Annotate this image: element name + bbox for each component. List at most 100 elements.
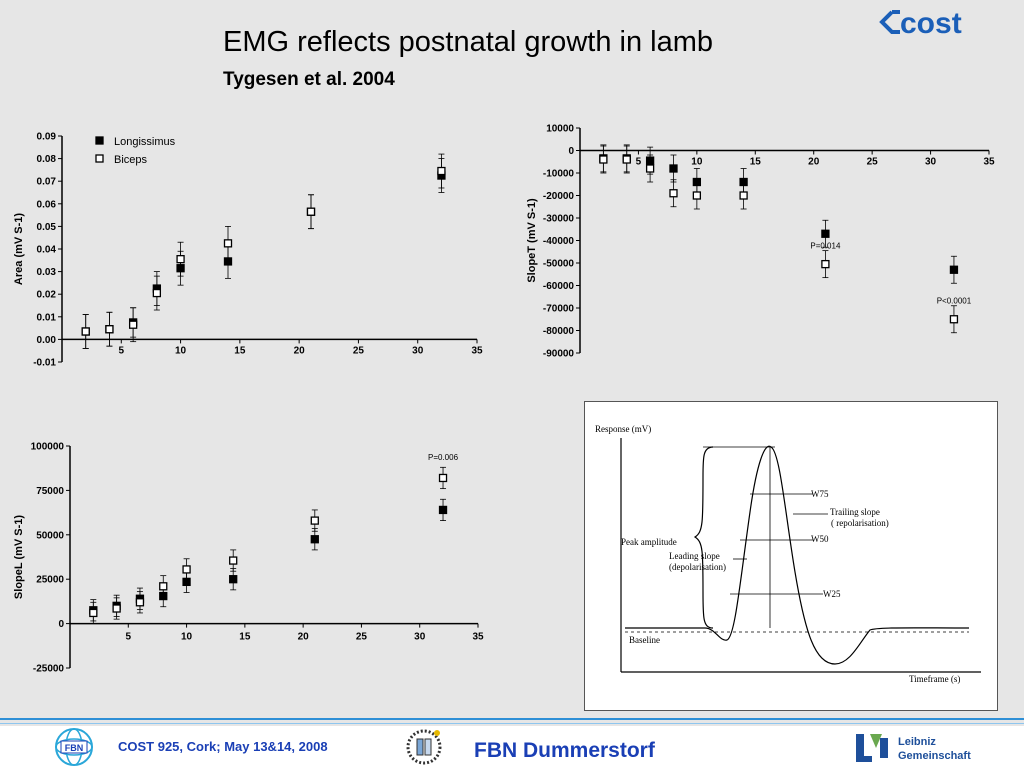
- diagram-label-repol: ( repolarisation): [831, 518, 889, 528]
- footer-rule-thin: [0, 723, 1024, 724]
- chart1-y-tick-label: 0.08: [37, 154, 57, 165]
- chart3-y-tick-label: -25000: [33, 664, 65, 675]
- chart2-point-biceps: [692, 191, 702, 200]
- chart2-y-tick-label: -60000: [543, 281, 575, 292]
- diagram-label-w75: W75: [811, 489, 829, 499]
- chart1-x-tick-label: 30: [412, 345, 424, 356]
- chart1-x-tick-label: 20: [294, 345, 306, 356]
- chart2-x-tick-label: 5: [636, 157, 642, 168]
- chart1-point-biceps: [152, 288, 162, 298]
- chart3-x-tick-label: 20: [298, 632, 310, 643]
- chart2-y-tick-label: -40000: [543, 236, 575, 247]
- chart1-y-tick-label: 0.06: [37, 199, 57, 210]
- chart1-point-biceps: [176, 255, 185, 264]
- chart3-point-longissimus: [310, 535, 319, 544]
- chart2-y-tick-label: -20000: [543, 191, 575, 202]
- chart2-x-tick-label: 35: [983, 157, 995, 168]
- chart1-legend-marker: [95, 154, 104, 163]
- chart3-point-biceps: [89, 608, 98, 618]
- diagram-label-w50: W50: [811, 534, 829, 544]
- leibniz-line1: Leibniz: [898, 736, 936, 748]
- chart1-point-biceps: [306, 207, 316, 216]
- chart1-x-tick-label: 35: [471, 345, 483, 356]
- chart1-y-tick-label: 0.05: [37, 222, 57, 233]
- chart2-point-biceps: [821, 259, 830, 269]
- footer-institute: FBN Dummerstorf: [474, 739, 655, 762]
- chart2-x-tick-label: 15: [750, 157, 762, 168]
- chart3-point-longissimus: [438, 505, 448, 515]
- chart2-point-biceps: [599, 155, 608, 164]
- chart3-y-label: SlopeL (mV S-1): [13, 515, 25, 599]
- chart2-point-biceps: [669, 189, 678, 198]
- chart2-x-tick-label: 10: [691, 157, 703, 168]
- diagram-label-baseline: Baseline: [629, 635, 660, 645]
- chart1-point-biceps: [128, 320, 138, 329]
- chart2-x-tick-label: 25: [867, 157, 879, 168]
- chart2-point-biceps: [739, 191, 748, 200]
- chart1-x-tick-label: 10: [175, 345, 187, 356]
- chart3-x-tick-label: 10: [181, 632, 193, 643]
- diagram-x-label: Timeframe (s): [909, 674, 960, 684]
- chart2-point-biceps: [622, 155, 631, 164]
- chart1-y-tick-label: 0.03: [37, 267, 57, 278]
- diagram-label-depol: (depolarisation): [669, 562, 726, 572]
- chart3-y-tick-label: 75000: [36, 486, 64, 497]
- chart1-point-biceps: [437, 166, 446, 176]
- chart2-y-label: SlopeT (mV S-1): [526, 198, 538, 283]
- cost-logo: cost: [879, 7, 962, 40]
- chart2-x-tick-label: 30: [925, 157, 937, 168]
- chart3-point-biceps: [438, 473, 448, 483]
- chart3-point-longissimus: [229, 575, 238, 584]
- chart2-y-tick-label: -50000: [543, 259, 575, 270]
- chart3-x-tick-label: 35: [472, 632, 484, 643]
- chart2-y-tick-label: 0: [568, 146, 574, 157]
- chart2-y-tick-label: -30000: [543, 214, 575, 225]
- chart3-x-tick-label: 15: [239, 632, 251, 643]
- chart2-point-biceps: [949, 315, 959, 324]
- chart1-x-tick-label: 25: [353, 345, 365, 356]
- chart3-point-biceps: [310, 516, 319, 525]
- chart2-annotation: P<0.0001: [937, 297, 972, 306]
- chart3-point-biceps: [182, 565, 191, 574]
- chart1-y-tick-label: 0.09: [37, 132, 57, 143]
- chart2-point-biceps: [645, 164, 655, 173]
- diagram-label-w25: W25: [823, 589, 841, 599]
- chart1-y-tick-label: 0.07: [37, 177, 57, 188]
- chart2-y-tick-label: -80000: [543, 326, 575, 337]
- chart3-point-biceps: [229, 556, 238, 565]
- chart1-y-tick-label: -0.01: [33, 358, 56, 369]
- footer-rule: [0, 718, 1024, 720]
- chart1-legend-label: Longissimus: [114, 136, 176, 148]
- chart3-y-tick-label: 0: [58, 619, 64, 630]
- chart3-x-tick-label: 5: [126, 632, 132, 643]
- chart2-y-tick-label: 10000: [546, 124, 574, 135]
- chart1-y-tick-label: 0.00: [37, 335, 57, 346]
- chart1-legend-label: Biceps: [114, 154, 148, 166]
- chart1-y-tick-label: 0.01: [37, 312, 57, 323]
- chart3-annotation: P=0.006: [428, 453, 459, 462]
- chart2-y-tick-label: -10000: [543, 169, 575, 180]
- leibniz-logo: Leibniz Gemeinschaft: [852, 728, 982, 766]
- chart3-y-tick-label: 25000: [36, 575, 64, 586]
- chart1-point-biceps: [81, 327, 90, 336]
- diagram-label-trailing: Trailing slope: [830, 507, 880, 517]
- chart2-y-tick-label: -70000: [543, 304, 575, 315]
- chart1-y-tick-label: 0.02: [37, 290, 57, 301]
- leibniz-line2: Gemeinschaft: [898, 750, 971, 762]
- chart1-x-tick-label: 15: [234, 345, 246, 356]
- emg-response-diagram: Response (mV) Timeframe (s) W75 Trailing…: [584, 401, 998, 711]
- diagram-y-label: Response (mV): [595, 424, 651, 434]
- chart2-point-longissimus: [949, 265, 959, 274]
- dna-ring-logo: [406, 729, 442, 765]
- chart1-point-biceps: [105, 325, 114, 334]
- slide-title: EMG reflects postnatal growth in lamb: [223, 26, 713, 58]
- chart3-y-tick-label: 100000: [31, 442, 65, 453]
- chart2-y-tick-label: -90000: [543, 349, 575, 360]
- chart3-x-tick-label: 25: [356, 632, 368, 643]
- fbn-logo: FBN: [55, 728, 93, 766]
- chart1-legend-marker: [95, 136, 104, 145]
- chart3-x-tick-label: 30: [414, 632, 426, 643]
- cost-logo-text: cost: [900, 7, 962, 40]
- chart3-y-tick-label: 50000: [36, 530, 64, 541]
- slide-subtitle: Tygesen et al. 2004: [223, 69, 395, 90]
